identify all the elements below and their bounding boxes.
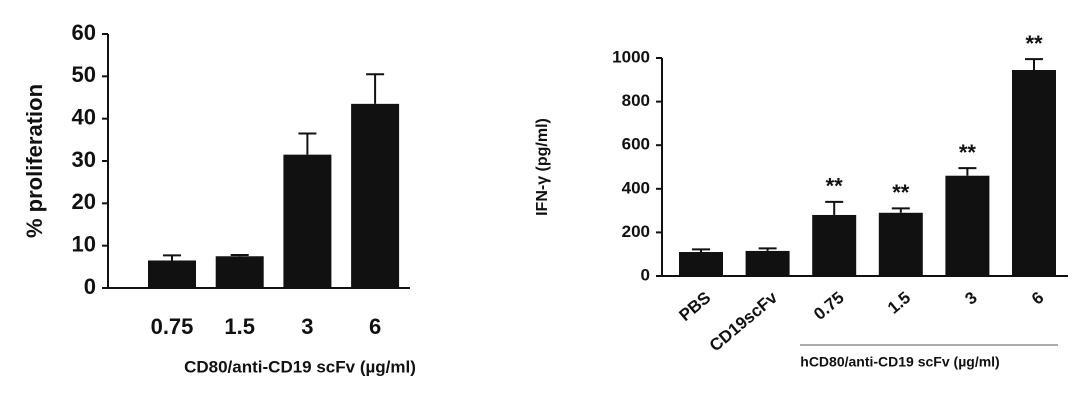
x-tick-label: 1.5 bbox=[884, 288, 914, 318]
bar bbox=[745, 250, 790, 276]
y-tick-label: 60 bbox=[72, 20, 96, 45]
y-tick-label: 50 bbox=[72, 62, 96, 87]
x-tick-label: 3 bbox=[961, 288, 980, 309]
x-tick-label: 0.75 bbox=[810, 288, 848, 324]
error-bar bbox=[825, 200, 844, 215]
error-bar bbox=[758, 247, 777, 251]
bar bbox=[812, 214, 857, 276]
error-bar bbox=[366, 73, 385, 104]
bar bbox=[878, 212, 923, 276]
x-axis-label: hCD80/anti-CD19 scFv (µg/ml) bbox=[800, 354, 999, 370]
significance-label: ** bbox=[826, 174, 844, 199]
y-tick-label: 40 bbox=[72, 104, 96, 129]
error-bar bbox=[1025, 58, 1043, 70]
error-bar bbox=[298, 132, 317, 155]
y-tick-label: 0 bbox=[84, 274, 96, 299]
x-tick-label: 6 bbox=[369, 314, 381, 339]
x-tick-label: 3 bbox=[301, 314, 313, 339]
x-tick-label: 1.5 bbox=[224, 314, 255, 339]
x-tick-label: 6 bbox=[1028, 288, 1047, 309]
bar bbox=[351, 103, 400, 288]
y-tick-label: 200 bbox=[622, 222, 650, 241]
y-tick-label: 1000 bbox=[612, 47, 650, 66]
error-bar bbox=[230, 253, 249, 257]
error-bar bbox=[958, 167, 977, 176]
y-tick-label: 600 bbox=[622, 135, 650, 154]
x-tick-label: CD19scFv bbox=[706, 288, 782, 356]
y-tick-label: 30 bbox=[72, 147, 96, 172]
significance-label: ** bbox=[959, 140, 977, 165]
y-axis-label: % proliferation bbox=[22, 84, 47, 238]
bar bbox=[679, 252, 723, 276]
error-bar bbox=[692, 248, 710, 253]
bar bbox=[148, 260, 196, 288]
bar bbox=[945, 175, 990, 276]
y-tick-label: 20 bbox=[72, 189, 96, 214]
y-tick-label: 800 bbox=[622, 91, 650, 110]
bar bbox=[283, 154, 332, 288]
significance-label: ** bbox=[892, 180, 910, 205]
bar bbox=[215, 256, 264, 288]
y-tick-label: 10 bbox=[72, 231, 96, 256]
error-bar bbox=[891, 207, 910, 213]
y-tick-label: 400 bbox=[622, 178, 650, 197]
x-axis-label: CD80/anti-CD19 scFv (µg/ml) bbox=[184, 357, 416, 376]
x-tick-label: 0.75 bbox=[151, 314, 194, 339]
error-bar bbox=[163, 254, 181, 261]
x-tick-label: PBS bbox=[675, 288, 714, 325]
y-tick-label: 0 bbox=[641, 265, 650, 284]
bar bbox=[1012, 69, 1056, 277]
y-axis-label: IFN-γ (pg/ml) bbox=[534, 118, 551, 216]
significance-label: ** bbox=[1025, 31, 1043, 56]
